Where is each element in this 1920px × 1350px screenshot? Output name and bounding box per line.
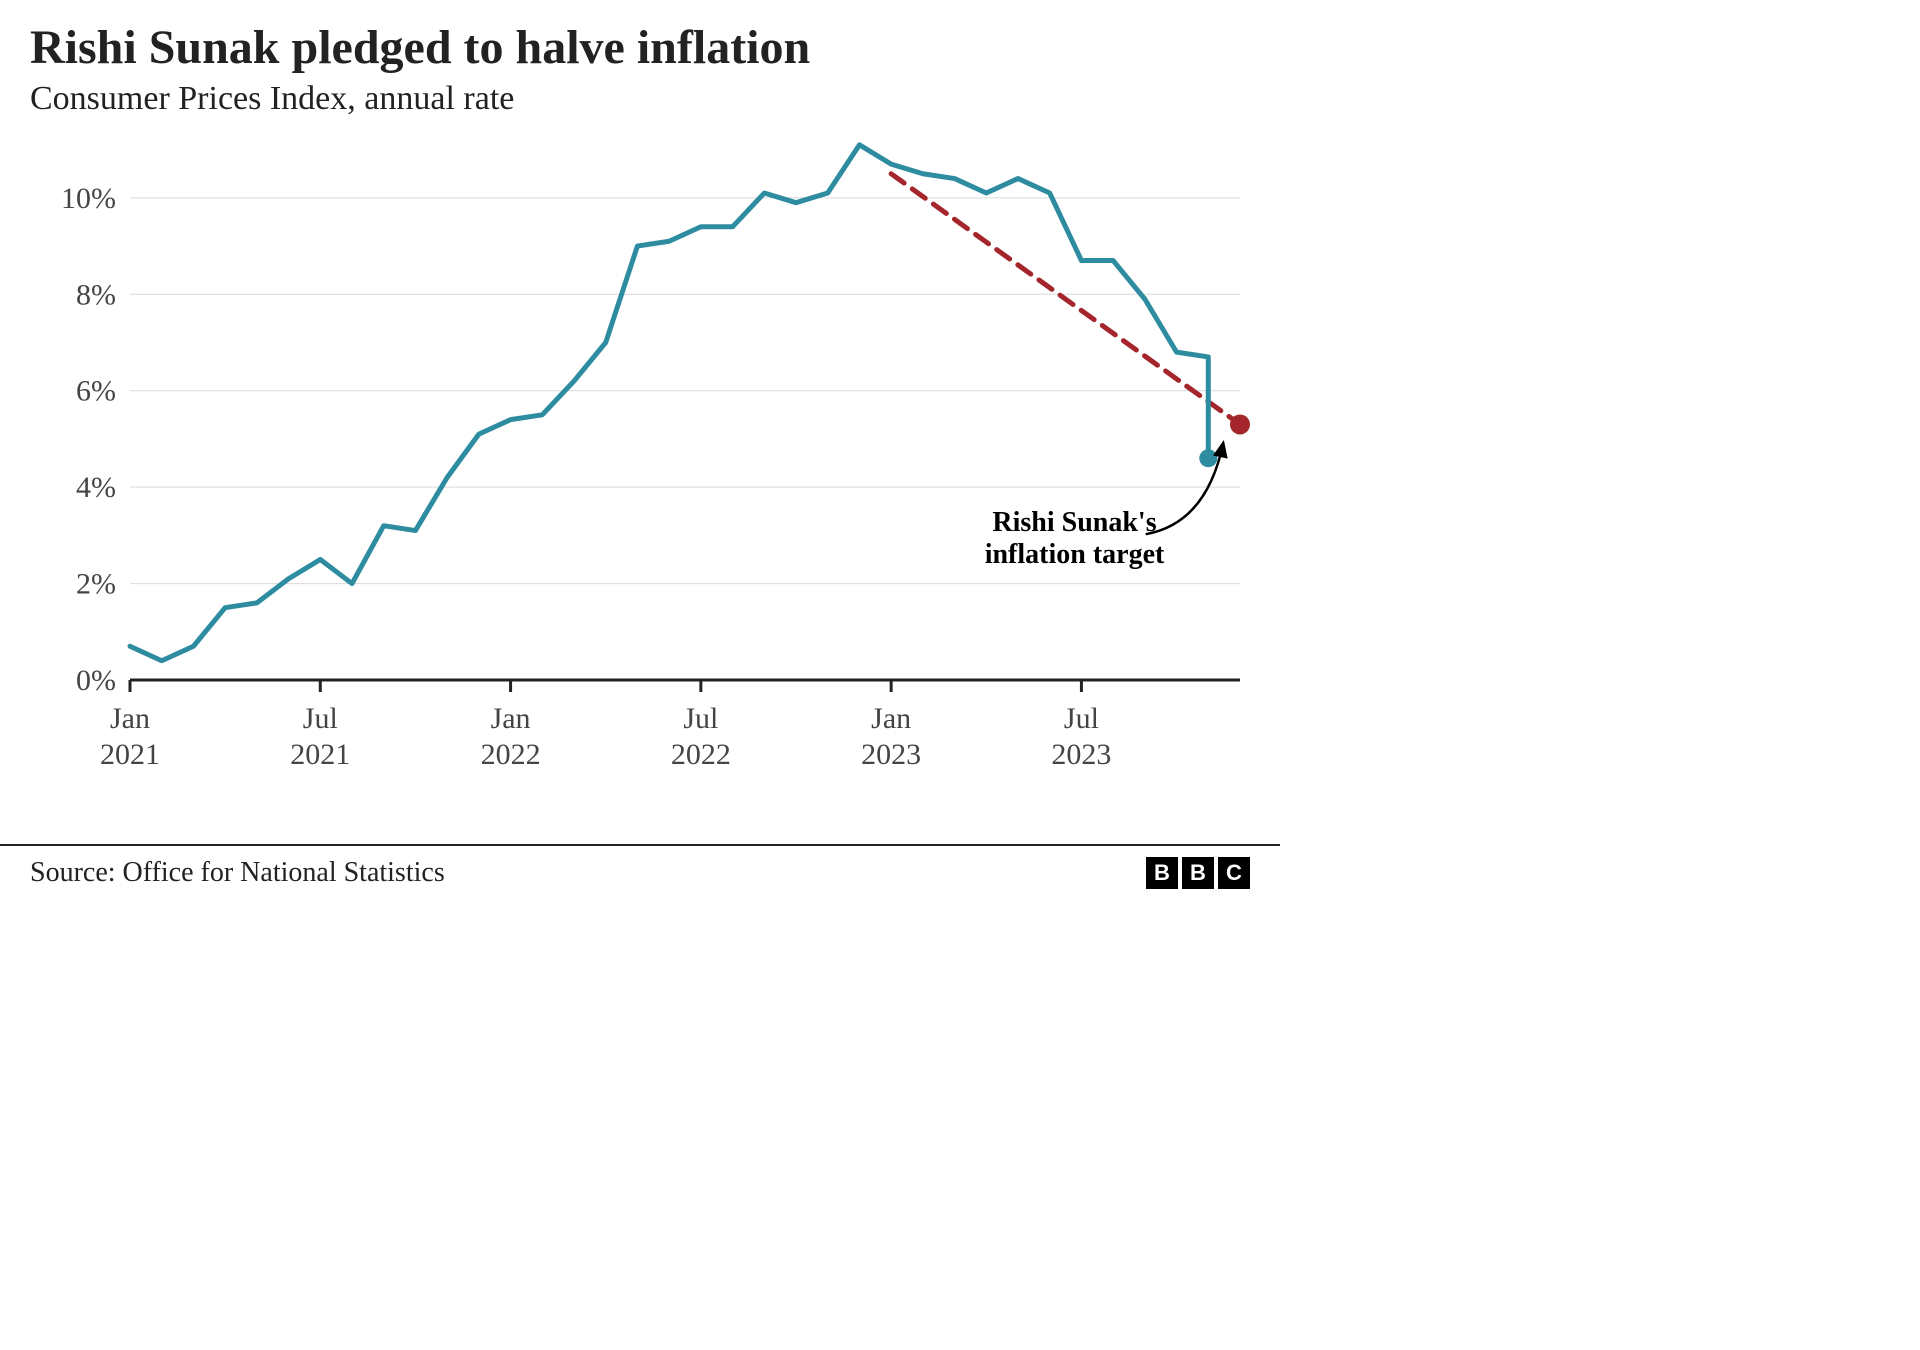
chart-svg: 0%2%4%6%8%10%Jan2021Jul2021Jan2022Jul202…	[30, 130, 1250, 810]
bbc-logo: B B C	[1146, 857, 1250, 889]
svg-text:2021: 2021	[100, 738, 160, 771]
footer: Source: Office for National Statistics B…	[0, 844, 1280, 900]
svg-text:2%: 2%	[76, 568, 116, 601]
chart-title: Rishi Sunak pledged to halve inflation	[30, 20, 810, 75]
chart-subtitle: Consumer Prices Index, annual rate	[30, 80, 514, 118]
svg-text:6%: 6%	[76, 375, 116, 408]
svg-text:2023: 2023	[861, 738, 921, 771]
svg-text:Jul: Jul	[1064, 702, 1099, 735]
svg-text:Jan: Jan	[491, 702, 531, 735]
svg-text:4%: 4%	[76, 471, 116, 504]
source-label: Source: Office for National Statistics	[30, 857, 445, 889]
target-annotation-label: Rishi Sunak's inflation target	[985, 507, 1165, 571]
chart-plot-area: 0%2%4%6%8%10%Jan2021Jul2021Jan2022Jul202…	[30, 130, 1250, 810]
svg-text:0%: 0%	[76, 664, 116, 697]
svg-text:2022: 2022	[481, 738, 541, 771]
svg-text:2023: 2023	[1051, 738, 1111, 771]
svg-text:Jan: Jan	[871, 702, 911, 735]
svg-text:8%: 8%	[76, 278, 116, 311]
logo-letter-b2: B	[1182, 857, 1214, 889]
svg-text:Jan: Jan	[110, 702, 150, 735]
svg-text:Jul: Jul	[303, 702, 338, 735]
svg-text:2021: 2021	[290, 738, 350, 771]
svg-text:2022: 2022	[671, 738, 731, 771]
chart-container: Rishi Sunak pledged to halve inflation C…	[0, 0, 1280, 900]
logo-letter-c: C	[1218, 857, 1250, 889]
svg-text:Jul: Jul	[683, 702, 718, 735]
logo-letter-b1: B	[1146, 857, 1178, 889]
svg-text:10%: 10%	[61, 182, 116, 215]
